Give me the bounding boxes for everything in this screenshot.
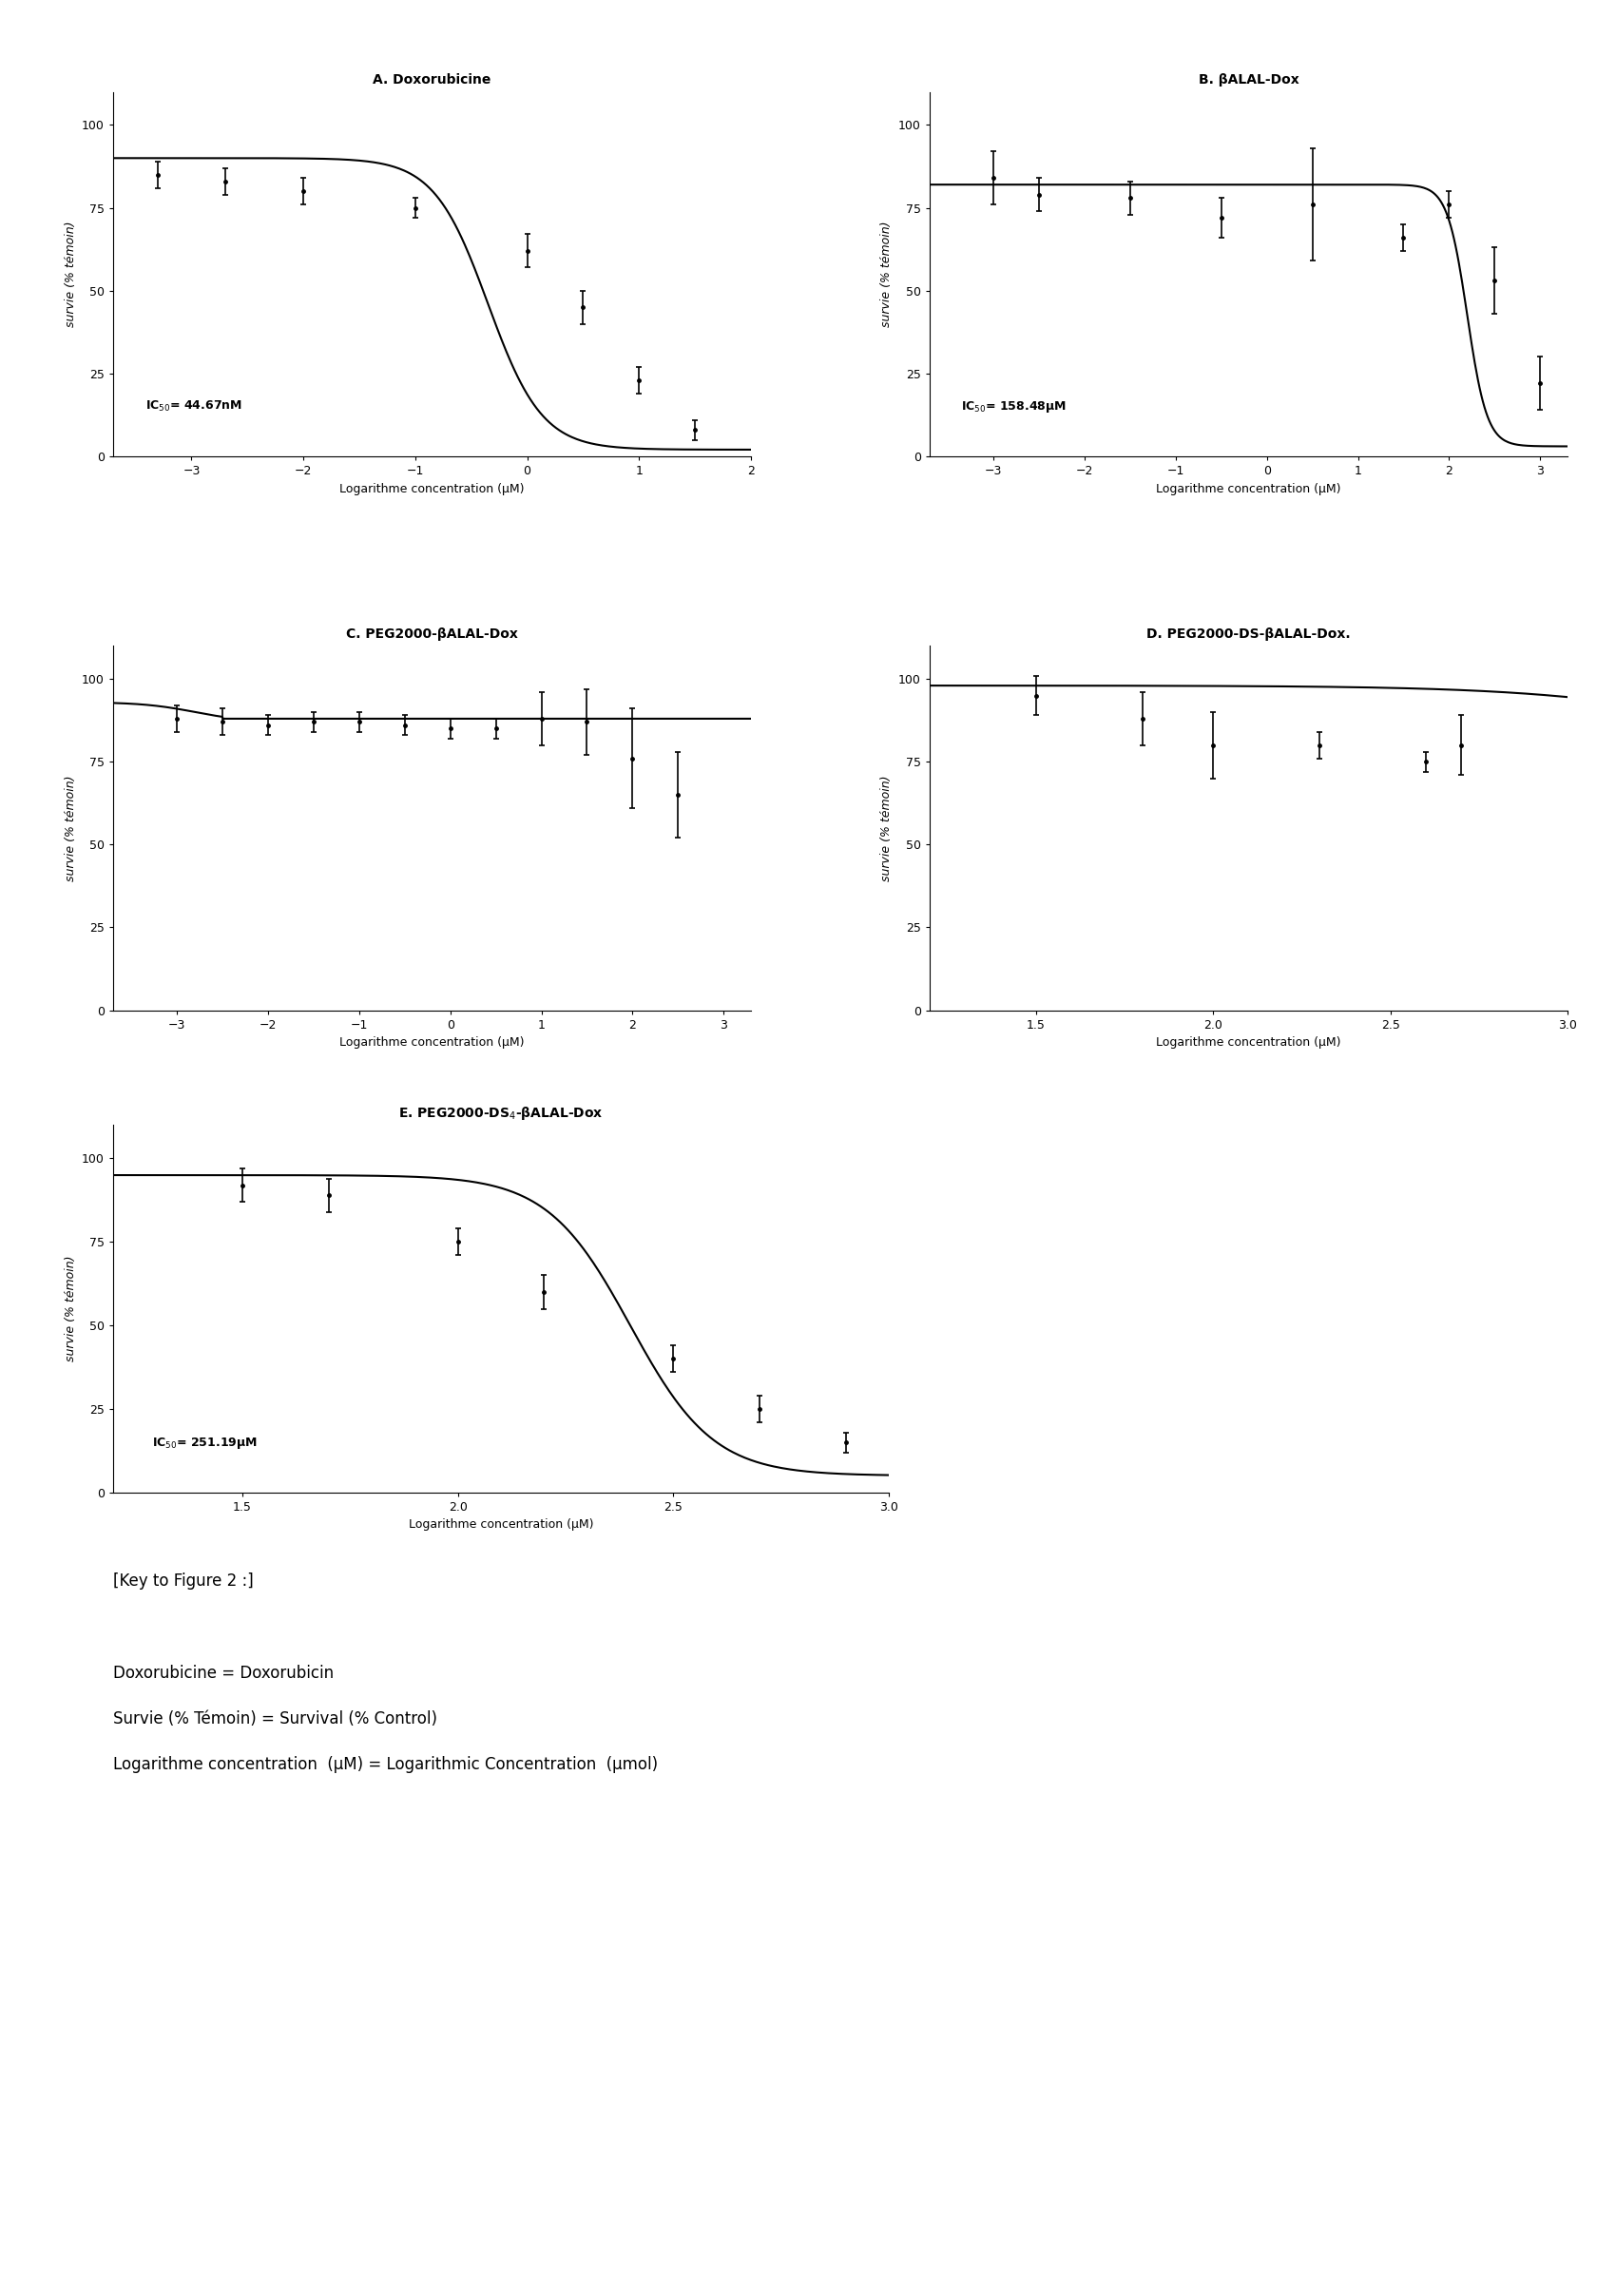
Title: E. PEG2000-DS$_4$-βALAL-Dox: E. PEG2000-DS$_4$-βALAL-Dox (399, 1104, 603, 1123)
Y-axis label: survie (% témoin): survie (% témoin) (881, 776, 894, 882)
Y-axis label: survie (% témoin): survie (% témoin) (65, 776, 76, 882)
X-axis label: Logarithme concentration (μM): Logarithme concentration (μM) (339, 482, 525, 496)
Text: Doxorubicine = Doxorubicin: Doxorubicine = Doxorubicin (113, 1665, 335, 1681)
Text: Survie (% Témoin) = Survival (% Control): Survie (% Témoin) = Survival (% Control) (113, 1711, 438, 1727)
Title: B. βALAL-Dox: B. βALAL-Dox (1199, 73, 1299, 87)
X-axis label: Logarithme concentration (μM): Logarithme concentration (μM) (1155, 482, 1341, 496)
Title: C. PEG2000-βALAL-Dox: C. PEG2000-βALAL-Dox (346, 627, 519, 641)
Y-axis label: survie (% témoin): survie (% témoin) (881, 220, 894, 326)
Title: D. PEG2000-DS-βALAL-Dox.: D. PEG2000-DS-βALAL-Dox. (1147, 627, 1351, 641)
Text: IC$_{50}$= 44.67nM: IC$_{50}$= 44.67nM (145, 400, 242, 413)
Y-axis label: survie (% témoin): survie (% témoin) (65, 220, 76, 326)
Title: A. Doxorubicine: A. Doxorubicine (373, 73, 491, 87)
Text: IC$_{50}$= 251.19μM: IC$_{50}$= 251.19μM (152, 1435, 257, 1451)
X-axis label: Logarithme concentration (μM): Logarithme concentration (μM) (1155, 1035, 1341, 1049)
X-axis label: Logarithme concentration (μM): Logarithme concentration (μM) (339, 1035, 525, 1049)
Text: IC$_{50}$= 158.48μM: IC$_{50}$= 158.48μM (962, 400, 1067, 416)
Y-axis label: survie (% témoin): survie (% témoin) (65, 1256, 76, 1362)
Text: Logarithme concentration  (μM) = Logarithmic Concentration  (μmol): Logarithme concentration (μM) = Logarith… (113, 1756, 658, 1773)
Text: [Key to Figure 2 :]: [Key to Figure 2 :] (113, 1573, 254, 1589)
X-axis label: Logarithme concentration (μM): Logarithme concentration (μM) (409, 1518, 593, 1531)
